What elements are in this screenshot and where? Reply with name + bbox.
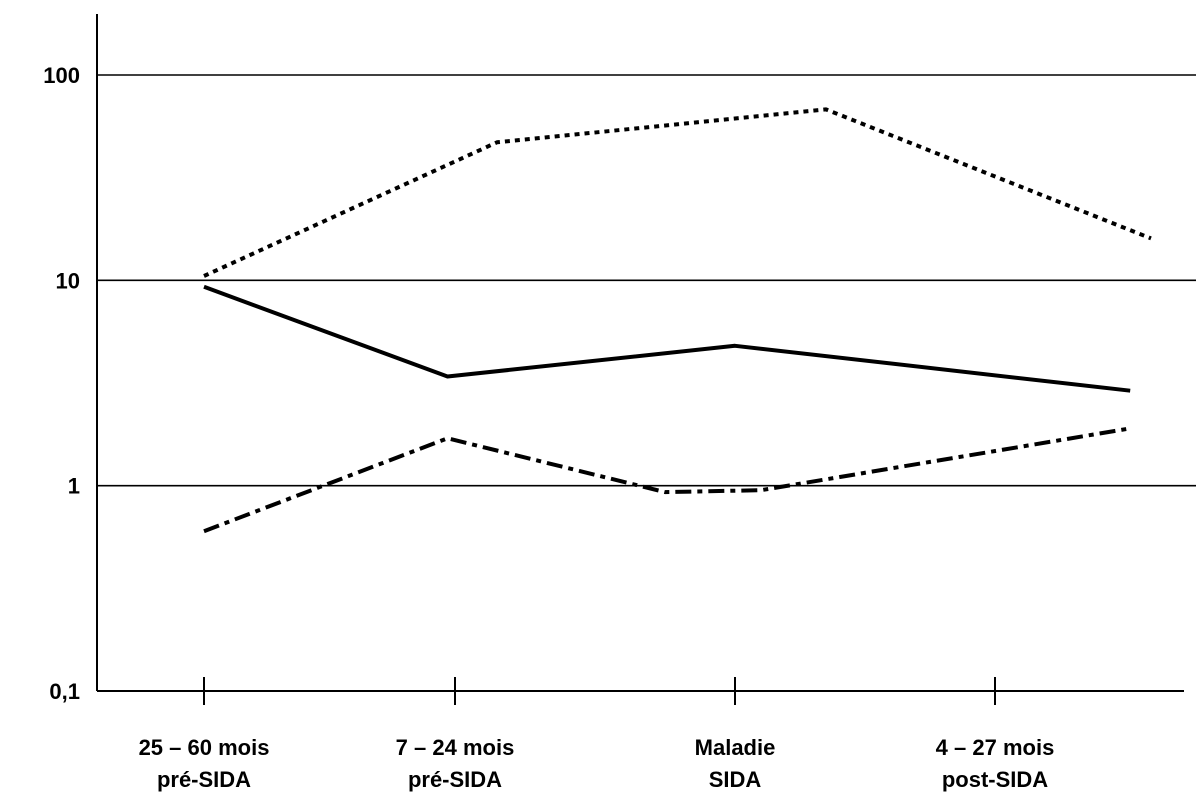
x-tick-label: post-SIDA [942,767,1048,792]
grid-lines [97,74,1196,487]
x-tick-label: Maladie [695,735,776,760]
x-tick-label: 4 – 27 mois [936,735,1055,760]
data-series [203,107,1152,534]
axes [96,14,1184,705]
x-tick-label: 25 – 60 mois [139,735,270,760]
x-tick-label: pré-SIDA [157,767,251,792]
series-line-dash-dot [203,426,1131,534]
y-tick-label: 1 [68,474,80,499]
y-tick-label: 100 [43,63,80,88]
y-tick-label: 10 [56,268,80,293]
x-tick-label: SIDA [709,767,762,792]
x-tick-label: 7 – 24 mois [396,735,515,760]
x-tick-label: pré-SIDA [408,767,502,792]
axis-labels: 100 10 1 0,1 25 – 60 mois pré-SIDA 7 – 24 mois… [43,63,1054,792]
series-line-solid [203,284,1131,393]
y-tick-label: 0,1 [49,679,80,704]
series-line-dotted [203,107,1152,278]
